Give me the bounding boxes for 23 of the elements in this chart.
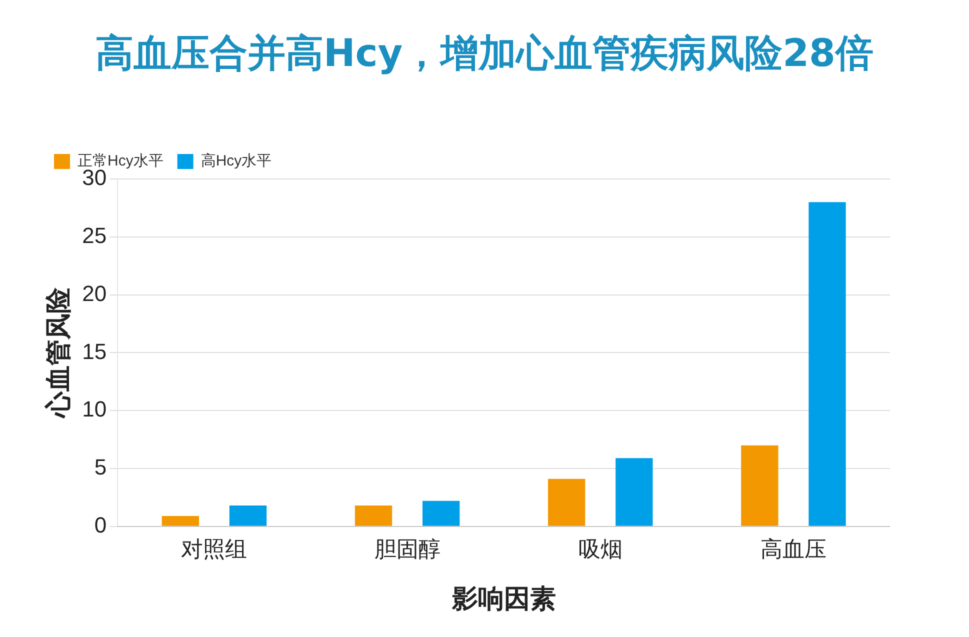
x-axis-title: 影响因素 <box>450 584 556 614</box>
y-tick-label: 5 <box>94 454 107 480</box>
y-axis-title: 心血管风险 <box>42 286 73 420</box>
legend-label: 正常Hcy水平 <box>78 152 164 170</box>
x-tick-label: 吸烟 <box>578 536 622 562</box>
bar <box>616 458 653 526</box>
y-tick-label: 20 <box>82 280 107 306</box>
bar <box>422 500 460 526</box>
y-tick-label: 10 <box>82 396 107 422</box>
y-tick-label: 25 <box>82 222 107 248</box>
y-tick-label: 0 <box>94 512 107 538</box>
x-tick-label: 高血压 <box>760 536 826 562</box>
legend-label: 高Hcy水平 <box>200 152 272 170</box>
chart-title: 高血压合并高Hcy，增加心血管疾病风险28倍 <box>94 30 874 77</box>
x-tick-label: 胆固醇 <box>374 536 440 562</box>
bar <box>548 478 586 526</box>
bar <box>162 516 200 526</box>
bar <box>354 506 392 526</box>
bar <box>808 202 846 526</box>
bar <box>741 445 778 526</box>
bar <box>229 506 267 526</box>
y-tick-label: 15 <box>82 338 107 364</box>
x-tick-label: 对照组 <box>181 536 248 562</box>
